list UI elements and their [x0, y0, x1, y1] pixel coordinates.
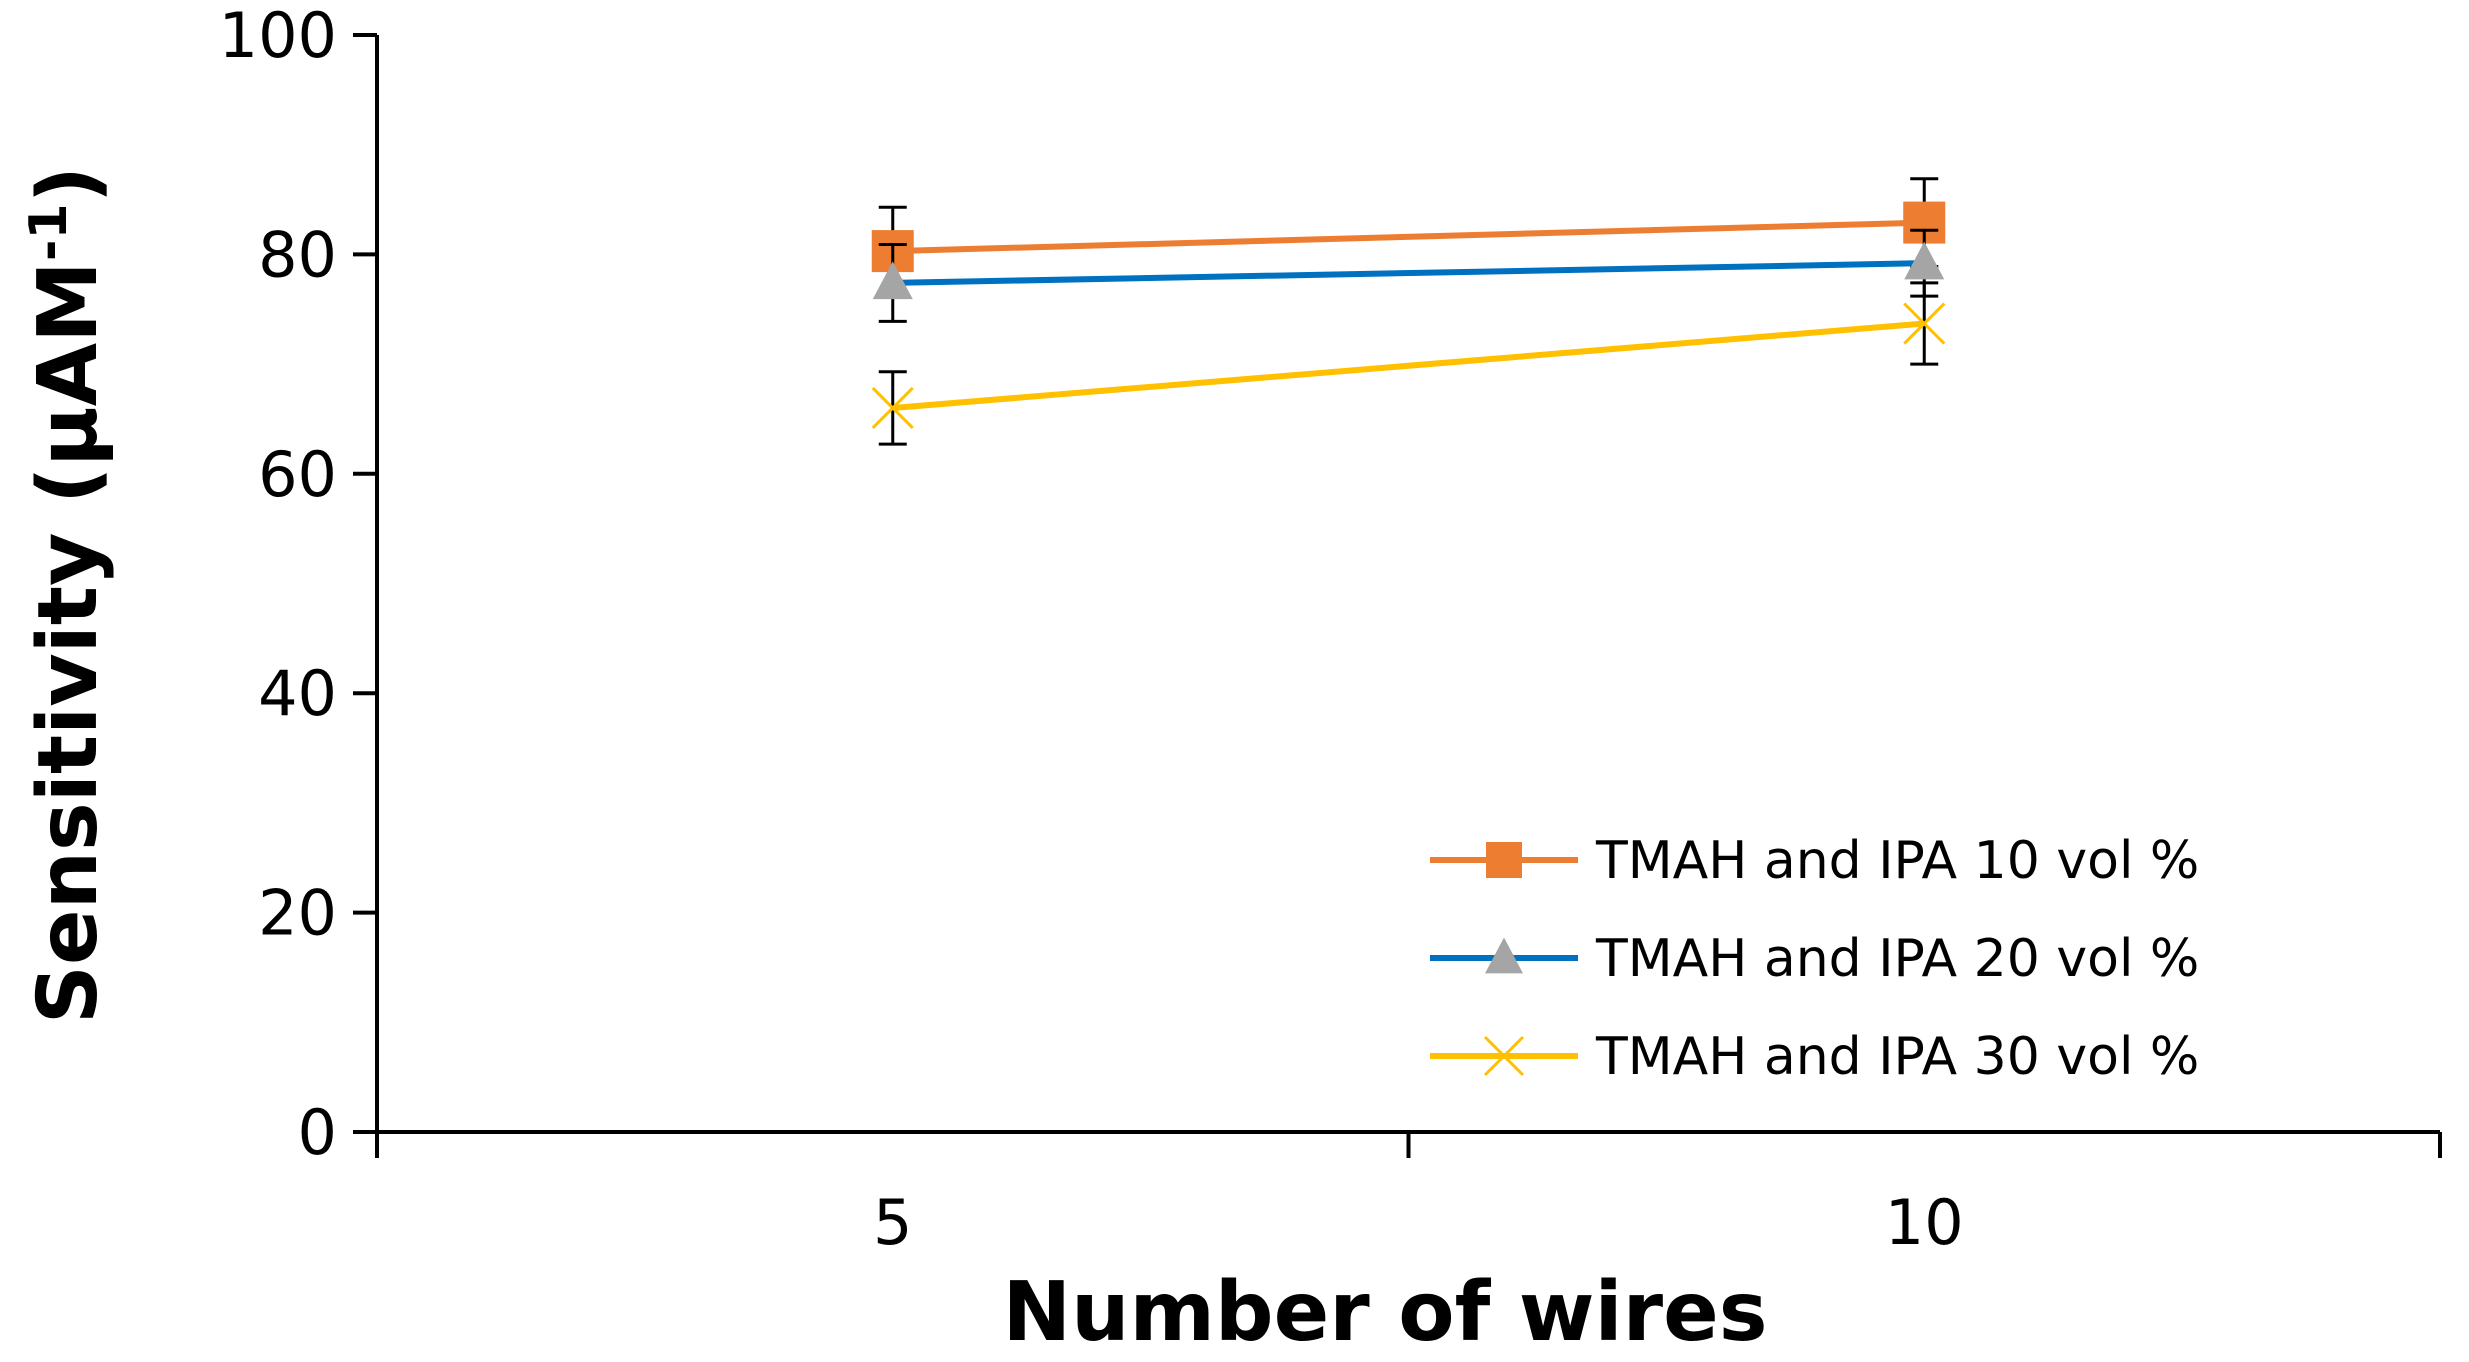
y-tick-label: 0: [298, 1096, 337, 1169]
legend-label: TMAH and IPA 30 vol %: [1595, 1027, 2199, 1087]
series-line: [892, 320, 1925, 411]
y-axis-title-superscript: -1: [19, 203, 79, 261]
x-tick-label: 5: [873, 1186, 912, 1259]
legend-item-1: TMAH and IPA 10 vol %: [1430, 831, 2199, 891]
axes-group: 0 20 40 60 80 100 5 10: [219, 0, 2442, 1259]
legend-label: TMAH and IPA 10 vol %: [1595, 831, 2199, 891]
triangle-marker: [1904, 241, 1945, 280]
y-tick-label: 40: [258, 657, 337, 730]
y-tick-label: 60: [258, 438, 337, 511]
y-tick-label: 80: [258, 218, 337, 291]
cross-marker-stroke: [871, 386, 914, 430]
y-tick-label: 100: [219, 0, 337, 72]
y-axis-title-main: Sensitivity (µAM: [21, 261, 116, 1024]
series-layer: [871, 177, 1946, 446]
series-line: [892, 260, 1925, 286]
x-axis-title: Number of wires: [1002, 1265, 1767, 1360]
y-axis-title: Sensitivity (µAM-1): [19, 166, 116, 1024]
triangle-marker: [1485, 937, 1523, 974]
series-2: [872, 228, 1945, 323]
triangle-marker: [872, 261, 913, 300]
legend-label: TMAH and IPA 20 vol %: [1595, 929, 2199, 989]
square-marker: [1486, 842, 1522, 878]
x-tick-label: 10: [1885, 1186, 1964, 1259]
legend-item-2: TMAH and IPA 20 vol %: [1430, 929, 2199, 989]
y-axis-title-close: ): [21, 166, 116, 203]
series-3: [871, 281, 1946, 446]
y-tick-label: 20: [258, 877, 337, 950]
cross-marker-stroke: [1483, 1035, 1525, 1077]
legend-item-3: TMAH and IPA 30 vol %: [1430, 1027, 2199, 1087]
series-line: [892, 219, 1925, 255]
legend: TMAH and IPA 10 vol % TMAH and IPA 20 vol…: [1430, 831, 2199, 1087]
cross-marker-stroke: [1903, 302, 1946, 345]
